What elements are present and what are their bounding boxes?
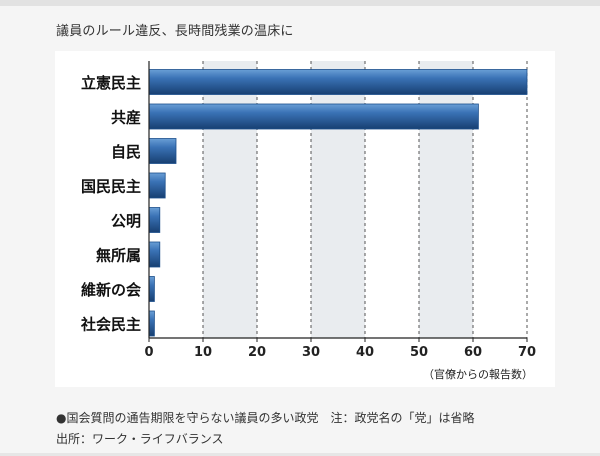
grid-band [419,61,473,338]
caption-note: ●国会質問の通告期限を守らない議員の多い政党 注：政党名の「党」は省略 [56,411,475,425]
page-heading: 議員のルール違反、長時間残業の温床に [56,24,294,39]
grid-bands [203,61,473,338]
category-label: 無所属 [96,247,141,265]
category-label: 立憲民主 [81,74,141,92]
x-tick-label: 30 [302,345,320,360]
x-tick-label: 20 [248,345,266,360]
grid-band [203,61,257,338]
top-border [0,0,600,6]
category-label: 国民民主 [81,178,141,196]
bar [148,172,166,199]
x-tick-label: 0 [144,345,153,360]
bar [148,207,161,233]
x-tick-labels: 0 10 20 30 40 50 60 70 [144,345,536,360]
x-axis [148,61,528,342]
bar [148,241,161,268]
bar [148,138,177,164]
bar [148,103,479,130]
bottom-border [0,453,600,456]
chart-card: 立憲民主共産自民国民民主公明無所属維新の会社会民主 0 10 20 30 40 50 60 7… [55,51,555,387]
category-label: 自民 [111,143,141,161]
x-tick-label: 60 [464,345,482,360]
x-tick-label: 70 [518,345,536,360]
category-label: 維新の会 [81,281,141,299]
category-label: 公明 [111,212,141,230]
bar [148,310,155,337]
x-axis-label: （官僚からの報告数） [423,367,533,381]
x-tick-label: 50 [410,345,428,360]
caption-source: 出所：ワーク・ライフバランス [56,432,224,446]
bar [148,276,155,302]
category-label: 共産 [111,109,141,127]
x-tick-label: 10 [194,345,212,360]
category-label: 社会民主 [80,316,141,334]
grid-band [311,61,365,338]
x-tick-label: 40 [356,345,374,360]
grid-lines [202,61,528,338]
bar [148,69,528,95]
